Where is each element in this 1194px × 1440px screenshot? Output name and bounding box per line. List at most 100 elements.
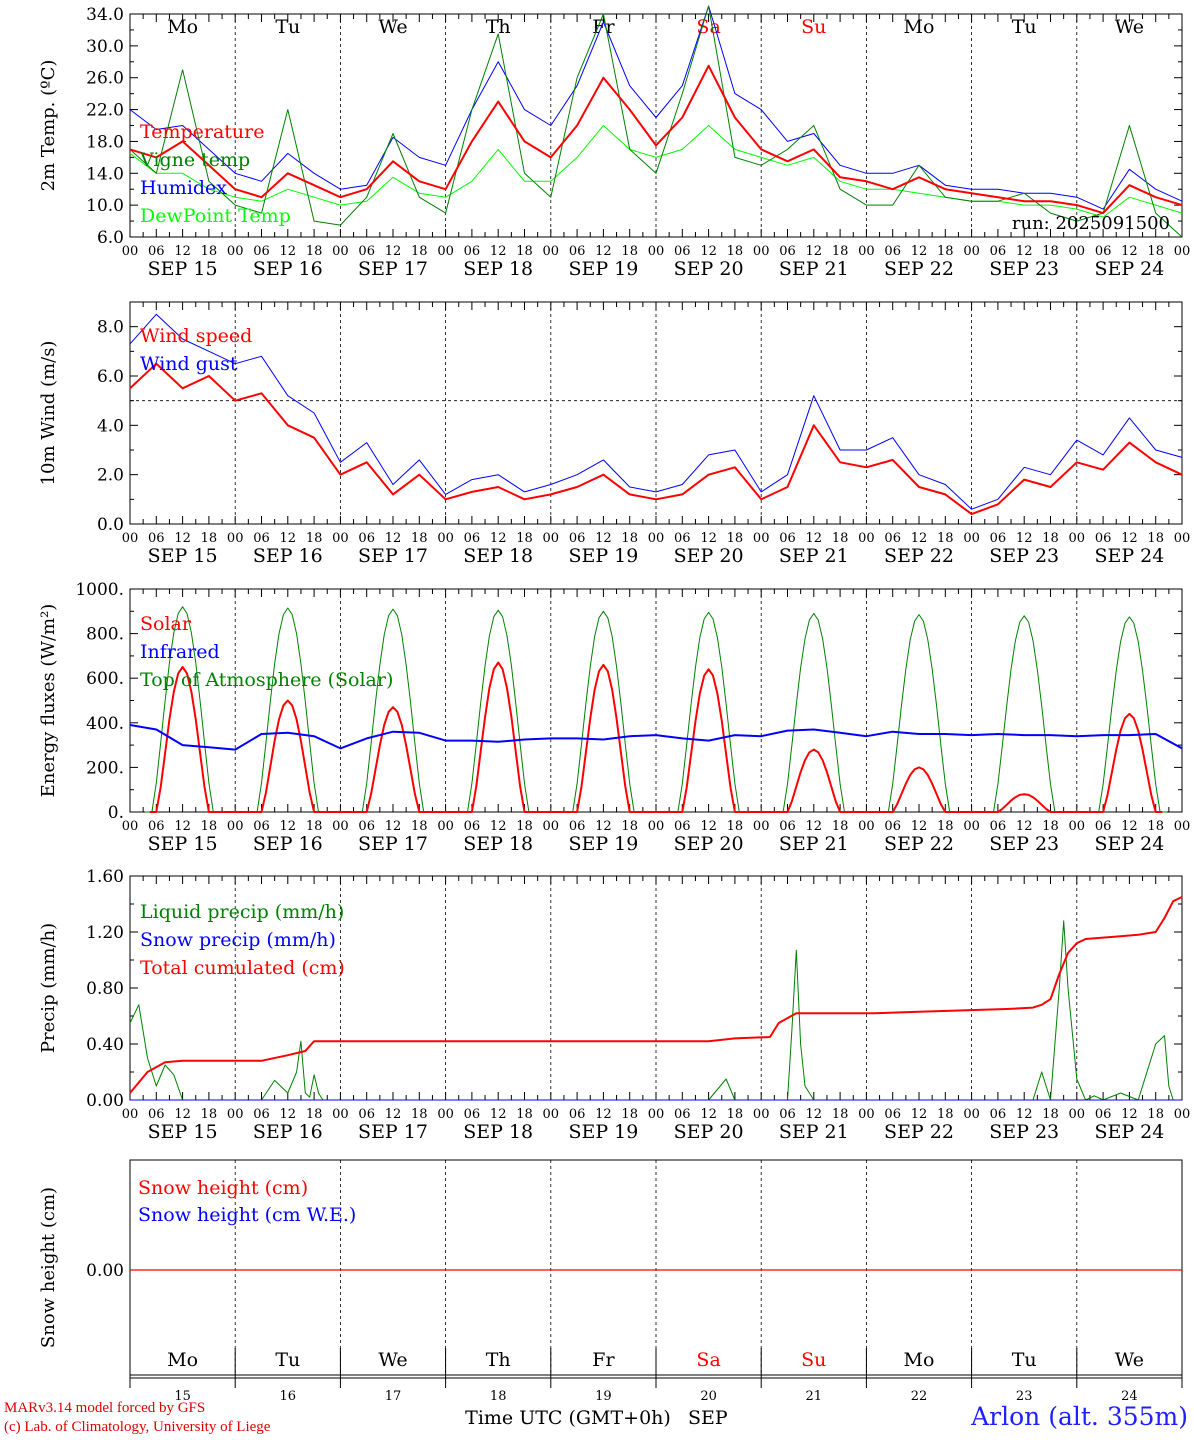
hour-label: 00 bbox=[648, 819, 665, 834]
day-number: 15 bbox=[174, 1389, 191, 1404]
day-number: 19 bbox=[595, 1389, 612, 1404]
series-line bbox=[129, 5, 1183, 210]
hour-label: 18 bbox=[937, 531, 954, 546]
weekday-label: Th bbox=[486, 16, 511, 38]
weekday-label: We bbox=[1115, 16, 1144, 38]
hour-label: 18 bbox=[937, 1107, 954, 1122]
day-number: 17 bbox=[385, 1389, 402, 1404]
legend-entry: DewPoint Temp bbox=[140, 205, 291, 227]
series-line bbox=[129, 362, 1183, 516]
hour-label: 18 bbox=[201, 819, 218, 834]
hour-label: 00 bbox=[963, 244, 980, 259]
hour-label: 18 bbox=[516, 531, 533, 546]
day-number: 23 bbox=[1016, 1389, 1033, 1404]
hour-label: 12 bbox=[806, 244, 823, 259]
y-tick-label: 800. bbox=[86, 625, 124, 645]
date-label: SEP 22 bbox=[884, 545, 954, 567]
date-label: SEP 20 bbox=[674, 1121, 744, 1143]
hour-label: 12 bbox=[595, 1107, 612, 1122]
weekday-label: Sa bbox=[696, 1349, 720, 1371]
hour-label: 12 bbox=[280, 244, 297, 259]
day-number: 20 bbox=[700, 1389, 717, 1404]
y-tick-label: 14.0 bbox=[86, 164, 124, 184]
hour-label: 00 bbox=[648, 244, 665, 259]
hour-label: 06 bbox=[990, 819, 1007, 834]
hour-label: 06 bbox=[464, 1107, 481, 1122]
hour-label: 06 bbox=[148, 244, 165, 259]
hour-label: 12 bbox=[174, 244, 191, 259]
date-label: SEP 16 bbox=[253, 545, 323, 567]
date-label: SEP 21 bbox=[779, 833, 849, 855]
hour-label: 06 bbox=[884, 244, 901, 259]
hour-label: 12 bbox=[595, 819, 612, 834]
date-label: SEP 16 bbox=[253, 1121, 323, 1143]
hour-label: 00 bbox=[122, 531, 139, 546]
weekday-label: Mo bbox=[167, 16, 198, 38]
legend-entry: Snow height (cm) bbox=[138, 1177, 308, 1199]
hour-label: 00 bbox=[1069, 819, 1086, 834]
hour-label: 12 bbox=[490, 244, 507, 259]
date-label: SEP 24 bbox=[1094, 545, 1164, 567]
weekday-label: Su bbox=[801, 16, 826, 38]
hour-label: 00 bbox=[122, 1107, 139, 1122]
date-label: SEP 17 bbox=[358, 833, 428, 855]
hour-label: 00 bbox=[227, 531, 244, 546]
hour-label: 06 bbox=[253, 244, 270, 259]
hour-label: 06 bbox=[779, 1107, 796, 1122]
y-tick-label: 18.0 bbox=[86, 132, 124, 152]
date-label: SEP 21 bbox=[779, 1121, 849, 1143]
hour-label: 00 bbox=[1069, 531, 1086, 546]
date-label: SEP 17 bbox=[358, 1121, 428, 1143]
hour-label: 06 bbox=[1095, 244, 1112, 259]
date-label: SEP 19 bbox=[568, 833, 638, 855]
date-label: SEP 15 bbox=[148, 833, 218, 855]
hour-label: 12 bbox=[385, 1107, 402, 1122]
hour-label: 06 bbox=[884, 531, 901, 546]
hour-label: 06 bbox=[569, 531, 586, 546]
hour-label: 18 bbox=[621, 819, 638, 834]
weekday-label: Tu bbox=[275, 1349, 300, 1371]
hour-label: 12 bbox=[1121, 819, 1138, 834]
hour-label: 00 bbox=[648, 1107, 665, 1122]
hour-label: 18 bbox=[1147, 244, 1164, 259]
hour-label: 18 bbox=[1147, 531, 1164, 546]
hour-label: 12 bbox=[280, 1107, 297, 1122]
hour-label: 00 bbox=[437, 1107, 454, 1122]
hour-label: 12 bbox=[174, 819, 191, 834]
day-number: 21 bbox=[806, 1389, 823, 1404]
hour-label: 00 bbox=[753, 1107, 770, 1122]
hour-label: 12 bbox=[490, 531, 507, 546]
series-line bbox=[129, 125, 1183, 218]
hour-label: 18 bbox=[411, 531, 428, 546]
hour-label: 00 bbox=[1174, 531, 1191, 546]
weekday-label: We bbox=[378, 16, 407, 38]
weekday-label: Mo bbox=[904, 16, 935, 38]
legend-entry: Humidex bbox=[140, 177, 227, 199]
hour-label: 06 bbox=[464, 244, 481, 259]
hour-label: 18 bbox=[411, 819, 428, 834]
y-axis-label-1: 10m Wind (m/s) bbox=[38, 341, 59, 486]
hour-label: 00 bbox=[648, 531, 665, 546]
y-tick-label: 26.0 bbox=[86, 69, 124, 89]
y-tick-label: 0.00 bbox=[86, 1091, 124, 1111]
weekday-label: Mo bbox=[904, 1349, 935, 1371]
hour-label: 06 bbox=[464, 819, 481, 834]
hour-label: 12 bbox=[911, 244, 928, 259]
hour-label: 12 bbox=[1121, 244, 1138, 259]
hour-label: 12 bbox=[700, 244, 717, 259]
hour-label: 18 bbox=[727, 531, 744, 546]
day-number: 18 bbox=[490, 1389, 507, 1404]
legend-entry: Wind gust bbox=[140, 353, 238, 375]
hour-label: 18 bbox=[727, 819, 744, 834]
date-label: SEP 22 bbox=[884, 258, 954, 280]
hour-label: 00 bbox=[122, 819, 139, 834]
hour-label: 18 bbox=[306, 819, 323, 834]
hour-label: 06 bbox=[358, 1107, 375, 1122]
weekday-label: We bbox=[378, 1349, 407, 1371]
hour-label: 12 bbox=[490, 1107, 507, 1122]
hour-label: 00 bbox=[1174, 244, 1191, 259]
hour-label: 00 bbox=[227, 244, 244, 259]
series-line bbox=[149, 661, 1163, 813]
hour-label: 06 bbox=[358, 244, 375, 259]
date-label: SEP 24 bbox=[1094, 258, 1164, 280]
